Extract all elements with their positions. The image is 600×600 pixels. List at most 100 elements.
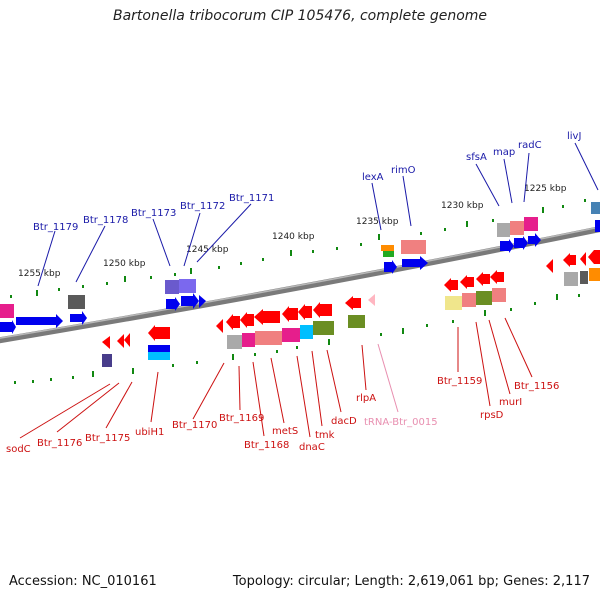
gene-arrow[interactable] <box>563 253 576 267</box>
gene-arrow[interactable] <box>444 278 458 292</box>
gene-label[interactable]: sfsA <box>466 152 487 163</box>
gene-label[interactable]: sodC <box>6 444 31 455</box>
gene-box[interactable] <box>255 331 282 345</box>
gene-arrow[interactable] <box>181 293 199 309</box>
gene-label[interactable]: Btr_1171 <box>229 193 274 204</box>
gene-box[interactable] <box>589 268 600 281</box>
gene-arrow[interactable] <box>476 272 490 286</box>
gene-label[interactable]: dacD <box>331 416 357 427</box>
gene-box[interactable] <box>282 328 300 342</box>
gene-label[interactable]: murI <box>499 397 522 408</box>
gene-arrow[interactable] <box>588 250 600 264</box>
trna-arrow[interactable] <box>368 294 375 306</box>
gene-label[interactable]: map <box>493 147 515 158</box>
gene-box[interactable] <box>476 291 492 305</box>
gene-arrow[interactable] <box>124 333 130 347</box>
gene-arrow[interactable] <box>528 233 541 247</box>
gene-arrow[interactable] <box>117 334 124 348</box>
gene-label[interactable]: dnaC <box>299 442 325 453</box>
top-callout-lines <box>37 142 599 287</box>
gene-label[interactable]: Btr_1168 <box>244 440 289 451</box>
gene-arrow[interactable] <box>254 309 280 325</box>
scale-label: 1230 kbp <box>441 201 484 211</box>
gene-label[interactable]: metS <box>272 426 298 437</box>
gene-box[interactable] <box>381 245 394 251</box>
gene-label[interactable]: Btr_1172 <box>180 201 225 212</box>
gene-box[interactable] <box>227 335 242 349</box>
gene-box[interactable] <box>383 251 394 257</box>
gene-arrow[interactable] <box>313 302 332 318</box>
gene-label[interactable]: Btr_1179 <box>33 222 78 233</box>
gene-box[interactable] <box>580 271 588 284</box>
gene-box[interactable] <box>179 279 196 293</box>
gene-label[interactable]: tmk <box>315 430 335 441</box>
gene-arrow[interactable] <box>384 260 397 274</box>
gene-label[interactable]: Btr_1178 <box>83 215 128 226</box>
gene-arrow[interactable] <box>0 320 16 334</box>
gene-box[interactable] <box>68 295 85 309</box>
gene-box[interactable] <box>497 223 510 237</box>
gene-box[interactable] <box>348 315 365 328</box>
gene-arrow[interactable] <box>102 336 110 349</box>
gene-arrow[interactable] <box>226 314 240 330</box>
top-gene-labels: Btr_1179 Btr_1178 Btr_1173 Btr_1172 Btr_… <box>33 131 581 233</box>
forward-strand-features <box>0 202 600 334</box>
gene-label[interactable]: rimO <box>391 165 416 176</box>
gene-box[interactable] <box>165 280 179 294</box>
gene-label[interactable]: lexA <box>362 172 384 183</box>
gene-box[interactable] <box>148 352 170 360</box>
gene-label[interactable]: Btr_1169 <box>219 413 264 424</box>
gene-box[interactable] <box>510 221 524 235</box>
gene-box[interactable] <box>595 220 600 232</box>
gene-arrow[interactable] <box>166 297 180 311</box>
gene-arrow[interactable] <box>500 239 514 253</box>
gene-arrow[interactable] <box>148 325 170 341</box>
accession-text: Accession: NC_010161 <box>9 574 157 589</box>
gene-arrow[interactable] <box>199 295 206 308</box>
trna-label[interactable]: tRNA-Btr_0015 <box>364 417 438 428</box>
gene-box[interactable] <box>242 333 255 347</box>
gene-box[interactable] <box>492 288 506 302</box>
bottom-callout-lines <box>19 317 533 439</box>
gene-box[interactable] <box>313 321 334 335</box>
gene-box[interactable] <box>445 296 462 310</box>
gene-arrow[interactable] <box>546 259 553 273</box>
gene-label[interactable]: Btr_1170 <box>172 420 217 431</box>
gene-box[interactable] <box>148 345 170 352</box>
gene-label[interactable]: Btr_1156 <box>514 381 559 392</box>
gene-arrow[interactable] <box>282 306 298 322</box>
gene-arrow[interactable] <box>240 312 254 328</box>
gene-box[interactable] <box>401 240 426 254</box>
gene-box[interactable] <box>102 354 112 367</box>
gene-arrow[interactable] <box>345 296 361 310</box>
gene-arrow[interactable] <box>402 256 428 270</box>
gene-box[interactable] <box>300 325 313 339</box>
scale-label: 1235 kbp <box>356 217 399 227</box>
gene-box[interactable] <box>462 293 476 307</box>
gene-label[interactable]: livJ <box>567 131 581 142</box>
gene-label[interactable]: Btr_1159 <box>437 376 482 387</box>
gene-arrow[interactable] <box>70 311 87 325</box>
gene-arrow[interactable] <box>216 319 223 333</box>
gene-label[interactable]: rpsD <box>480 410 504 421</box>
gene-label[interactable]: Btr_1176 <box>37 438 82 449</box>
gene-box[interactable] <box>591 202 600 214</box>
upper-scale-track <box>10 199 586 298</box>
gene-arrow[interactable] <box>580 252 586 266</box>
gene-arrow[interactable] <box>490 270 504 284</box>
gene-box[interactable] <box>0 304 14 318</box>
map-title: Bartonella tribocorum CIP 105476, comple… <box>112 8 488 24</box>
gene-box[interactable] <box>564 272 578 286</box>
gene-label[interactable]: radC <box>518 140 542 151</box>
gene-arrow[interactable] <box>298 304 312 320</box>
gene-arrow[interactable] <box>16 314 63 328</box>
gene-label[interactable]: ubiH1 <box>135 427 164 438</box>
gene-box[interactable] <box>524 217 538 231</box>
gene-label[interactable]: Btr_1173 <box>131 208 176 219</box>
gene-label[interactable]: Btr_1175 <box>85 433 130 444</box>
gene-arrow[interactable] <box>514 236 528 250</box>
gene-arrow[interactable] <box>460 275 474 289</box>
gene-label[interactable]: rlpA <box>356 393 376 404</box>
